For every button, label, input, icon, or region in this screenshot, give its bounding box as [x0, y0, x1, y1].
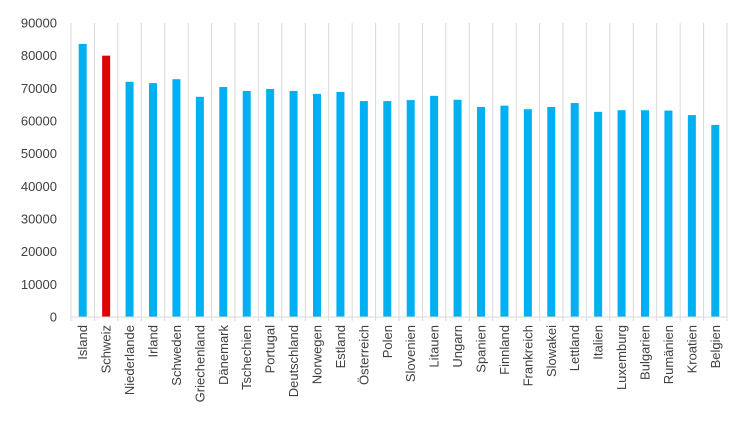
bar-polen — [383, 101, 392, 317]
x-tick-label: Griechenland — [192, 325, 207, 402]
bar-luxemburg — [617, 110, 626, 317]
bar-schweden — [172, 79, 181, 317]
x-tick-label: Österreich — [356, 325, 371, 385]
bar-niederlande — [125, 81, 134, 317]
bar-rumänien — [664, 110, 673, 318]
bar-island — [78, 43, 87, 317]
y-tick-label: 60000 — [21, 114, 57, 129]
y-tick-label: 40000 — [21, 179, 57, 194]
bar-tschechien — [242, 90, 251, 318]
y-tick-label: 0 — [50, 310, 57, 325]
y-tick-label: 20000 — [21, 244, 57, 259]
y-tick-label: 70000 — [21, 81, 57, 96]
bar-dänemark — [219, 87, 228, 317]
bar-irland — [149, 83, 157, 318]
y-tick-label: 50000 — [21, 146, 57, 161]
x-tick-label: Litauen — [427, 325, 442, 368]
x-tick-label: Frankreich — [520, 325, 535, 386]
x-tick-label: Lettland — [567, 325, 582, 371]
bar-deutschland — [289, 90, 298, 318]
y-axis-ticks: 0 10000 20000 30000 40000 50000 60000 70000 8000… — [21, 16, 57, 325]
x-tick-label: Deutschland — [286, 325, 301, 397]
x-axis-labels: Island Schweiz Niederlande Irland Schweden Gr… — [75, 325, 723, 403]
bar-belgien — [711, 124, 720, 317]
bar-slovenien — [406, 100, 415, 318]
x-tick-label: Bulgarien — [638, 325, 653, 380]
x-tick-label: Polen — [380, 325, 395, 358]
x-tick-label: Finnland — [497, 325, 512, 375]
x-tick-label: Schweiz — [99, 325, 114, 373]
y-tick-label: 30000 — [21, 212, 57, 227]
x-tick-label: Dänemark — [216, 325, 231, 385]
x-tick-label: Schweden — [169, 325, 184, 386]
bar-österreich — [359, 101, 368, 317]
bar-portugal — [266, 88, 275, 317]
bar-litauen — [430, 95, 439, 317]
x-tick-label: Portugal — [263, 325, 278, 374]
x-tick-label: Rumänien — [661, 325, 676, 384]
x-tick-label: Slovenien — [403, 325, 418, 382]
x-tick-label: Spanien — [474, 325, 489, 373]
bar-spanien — [477, 106, 485, 317]
bar-schweiz — [102, 55, 111, 318]
bar-estland — [336, 91, 345, 317]
y-tick-label: 90000 — [21, 16, 57, 31]
bar-finnland — [500, 105, 509, 317]
bar-bulgarien — [641, 110, 649, 317]
x-tick-label: Estland — [333, 325, 348, 368]
x-tick-label: Italien — [591, 325, 606, 360]
y-tick-label: 10000 — [21, 277, 57, 292]
bar-frankreich — [523, 109, 532, 318]
x-tick-label: Tschechien — [239, 325, 254, 390]
bar-griechenland — [195, 96, 204, 318]
bar-norwegen — [313, 93, 321, 318]
x-tick-label: Island — [75, 325, 90, 360]
bar-lettland — [570, 103, 579, 318]
bar-slowakei — [547, 106, 556, 317]
y-tick-label: 80000 — [21, 48, 57, 63]
x-tick-label: Kroatien — [684, 325, 699, 373]
bar-kroatien — [687, 115, 696, 318]
x-tick-label: Luxemburg — [614, 325, 629, 390]
bars — [78, 43, 720, 318]
category-gridlines — [70, 23, 728, 321]
x-tick-label: Ungarn — [450, 325, 465, 368]
x-tick-label: Slowakei — [544, 325, 559, 377]
x-tick-label: Belgien — [708, 325, 723, 368]
bar-ungarn — [453, 99, 462, 318]
x-tick-label: Irland — [146, 325, 161, 358]
x-tick-label: Niederlande — [122, 325, 137, 395]
x-tick-label: Norwegen — [310, 325, 325, 384]
bar-italien — [594, 111, 603, 317]
